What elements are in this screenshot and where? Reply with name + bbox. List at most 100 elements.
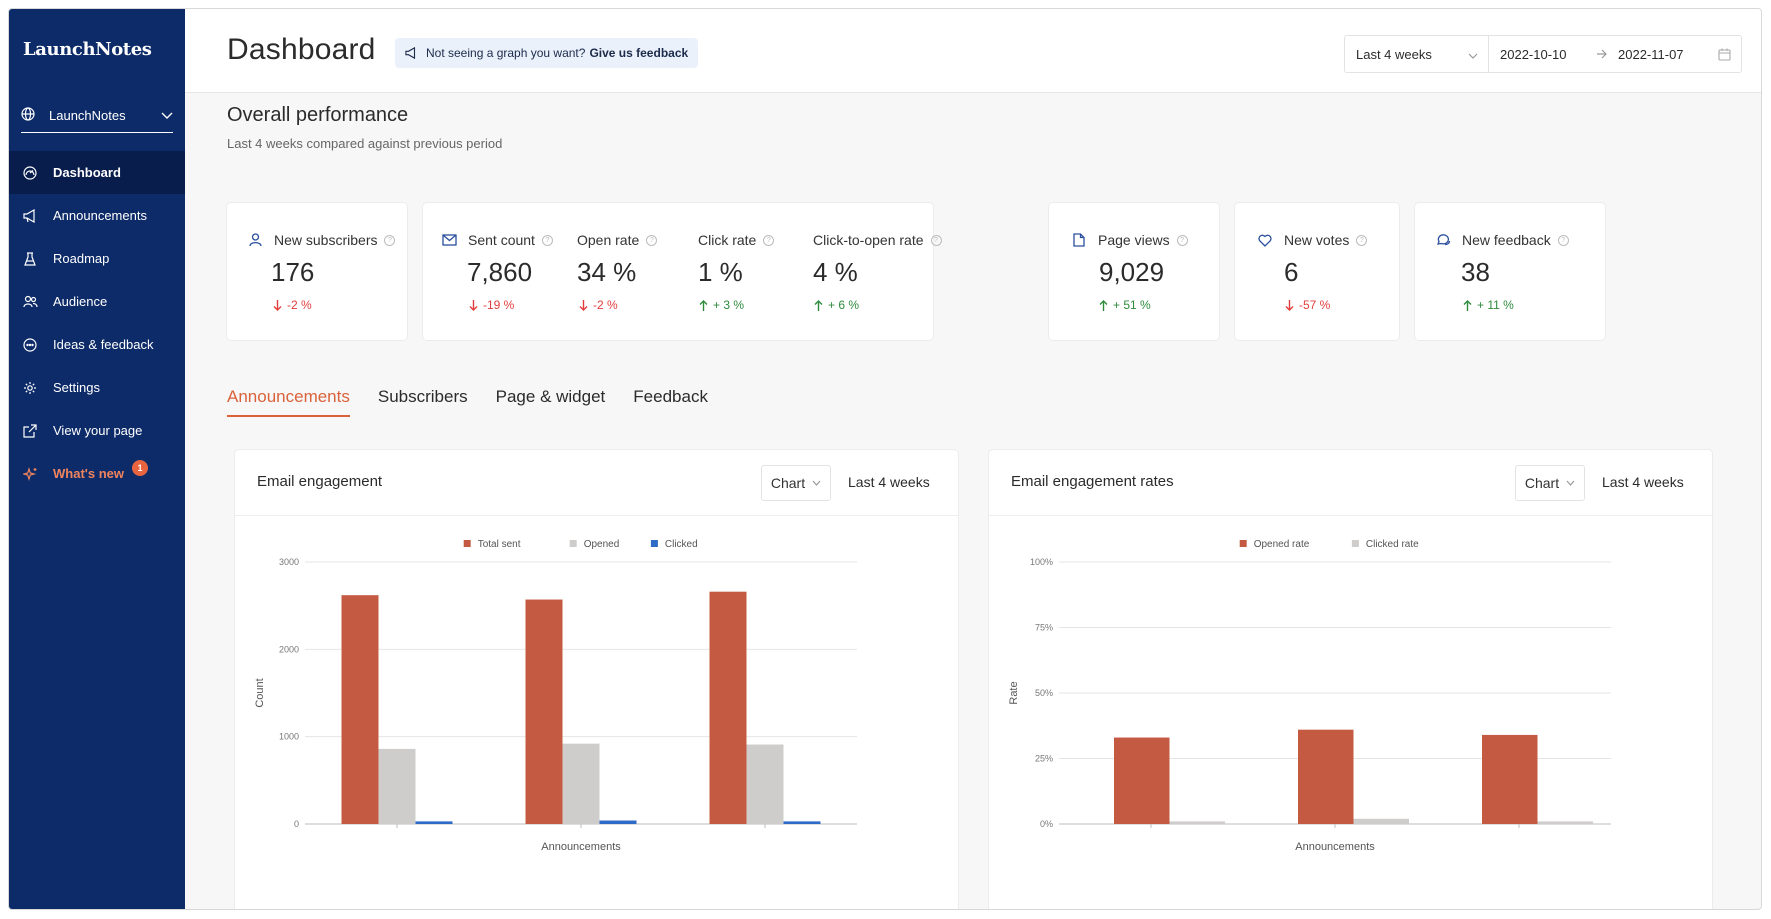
workspace-switcher[interactable]: LaunchNotes (21, 99, 173, 133)
workspace-name: LaunchNotes (49, 108, 126, 123)
x-axis-label: Announcements (541, 841, 621, 853)
sidebar-item-view-page[interactable]: View your page (9, 409, 185, 452)
help-icon[interactable]: ? (1176, 234, 1188, 246)
metric-value: 4 % (813, 257, 858, 287)
chart-type-select[interactable]: Chart (1515, 465, 1585, 501)
bar (709, 591, 747, 824)
tab-feedback[interactable]: Feedback (633, 387, 708, 406)
sidebar-item-whats-new[interactable]: What's new 1 (9, 452, 185, 495)
metric-label-row: Open rate ? (577, 232, 658, 248)
metric-card-feedback: New feedback ? 38 + 11 % (1415, 203, 1605, 340)
section-subtitle: Last 4 weeks compared against previous p… (227, 136, 503, 151)
legend-label: Clicked (665, 539, 698, 550)
bar (341, 595, 379, 824)
metric-delta-value: -2 % (287, 298, 312, 312)
metric-delta: + 11 % (1463, 298, 1514, 312)
bar (525, 599, 563, 824)
sidebar-item-roadmap[interactable]: Roadmap (9, 237, 185, 280)
end-date-input[interactable]: 2022-11-07 (1618, 46, 1684, 62)
metric-delta-value: -19 % (483, 298, 515, 312)
bar (746, 744, 784, 824)
metric-card-email: Sent count ? 7,860 -19 % Open rate ? 34 … (423, 203, 942, 340)
user-icon (247, 232, 263, 248)
sidebar-item-audience[interactable]: Audience (9, 280, 185, 323)
notification-badge: 1 (132, 459, 148, 476)
metric-value: 9,029 (1099, 257, 1165, 287)
help-icon[interactable]: ? (384, 234, 396, 246)
metric-delta-value: + 51 % (1113, 298, 1151, 312)
sidebar-item-label: Ideas & feedback (53, 337, 154, 352)
help-icon[interactable]: ? (646, 234, 658, 246)
bar (1114, 737, 1170, 824)
sidebar-nav: Dashboard Announcements Roadmap Audience (9, 151, 185, 495)
arrow-up-icon (1463, 299, 1472, 311)
sidebar-item-label: What's new (53, 466, 124, 481)
chart-type-value: Chart (770, 475, 806, 491)
legend-label: Clicked rate (1366, 539, 1419, 550)
help-icon[interactable]: ? (930, 234, 942, 246)
start-date-input[interactable]: 2022-10-10 (1500, 46, 1567, 62)
metric-label-row: Click-to-open rate ? (813, 232, 942, 248)
tab-announcements[interactable]: Announcements (227, 387, 350, 417)
gauge-icon (21, 164, 39, 182)
metric-value: 7,860 (467, 257, 533, 287)
y-axis-label: Count (254, 678, 266, 707)
metric-value: 1 % (698, 257, 743, 287)
help-icon[interactable]: ? (1356, 234, 1368, 246)
chat-bubble-icon (1435, 232, 1451, 248)
calendar-icon[interactable] (1718, 48, 1731, 61)
chevron-down-icon (1566, 478, 1575, 489)
metric-label-row: Page views ? (1071, 232, 1188, 248)
metric-delta: + 6 % (814, 298, 859, 312)
section-title: Overall performance (227, 104, 409, 126)
panel-title: Email engagement rates (1011, 473, 1174, 490)
chevron-down-icon (1468, 47, 1478, 62)
sidebar-item-announcements[interactable]: Announcements (9, 194, 185, 237)
legend-swatch (1239, 540, 1247, 547)
metric-label-row: Sent count ? (441, 232, 553, 248)
panel-header: Email engagement rates Chart Last 4 week… (989, 450, 1712, 516)
chart-type-select[interactable]: Chart (761, 465, 831, 501)
bar (1169, 821, 1225, 824)
feedback-banner[interactable]: Not seeing a graph you want? Give us fee… (395, 38, 699, 68)
brand-logo[interactable]: LaunchNotes (23, 39, 152, 60)
y-tick-label: 25% (1035, 754, 1053, 764)
metric-label: New subscribers (274, 232, 378, 248)
metric-delta: -2 % (579, 298, 618, 312)
help-icon[interactable]: ? (763, 234, 775, 246)
email-engagement-chart: Total sent Opened Clicked 0 1000 2000 3000 Anno… (254, 539, 857, 853)
sidebar-item-settings[interactable]: Settings (9, 366, 185, 409)
panel-header: Email engagement Chart Last 4 weeks (235, 450, 958, 516)
metric-label-row: New feedback ? (1435, 232, 1569, 248)
panel-email-engagement: Email engagement Chart Last 4 weeks Tota… (235, 450, 958, 909)
sidebar-item-ideas-feedback[interactable]: Ideas & feedback (9, 323, 185, 366)
tab-page-widget[interactable]: Page & widget (495, 387, 606, 406)
sparkle-icon (21, 465, 39, 483)
chat-bubble-icon (21, 336, 39, 354)
legend-swatch (650, 540, 658, 547)
sidebar-item-label: Roadmap (53, 251, 110, 266)
help-icon[interactable]: ? (541, 234, 553, 246)
bar (415, 821, 453, 824)
metric-label: Click rate (698, 232, 757, 248)
range-select[interactable]: Last 4 weeks (1345, 36, 1489, 72)
feedback-link[interactable]: Give us feedback (589, 46, 689, 60)
y-tick-label: 50% (1035, 688, 1053, 698)
flask-icon (21, 250, 39, 268)
metric-delta: -19 % (469, 298, 514, 312)
date-range-picker: Last 4 weeks 2022-10-10 2022-11-07 (1344, 35, 1742, 73)
metric-label: New votes (1284, 232, 1350, 248)
y-tick-label: 3000 (279, 557, 299, 567)
arrow-down-icon (273, 299, 282, 311)
metric-label-row: New subscribers ? (247, 232, 396, 248)
sidebar-item-dashboard[interactable]: Dashboard (9, 151, 185, 194)
chevron-down-icon (812, 478, 821, 489)
metric-delta-value: + 6 % (828, 298, 860, 312)
external-link-icon (21, 422, 39, 440)
metric-delta-value: + 11 % (1477, 298, 1514, 312)
megaphone-icon (405, 47, 418, 59)
tab-subscribers[interactable]: Subscribers (377, 387, 468, 406)
legend-label: Opened (584, 539, 620, 550)
help-icon[interactable]: ? (1557, 234, 1569, 246)
sidebar-item-label: Dashboard (53, 165, 121, 180)
